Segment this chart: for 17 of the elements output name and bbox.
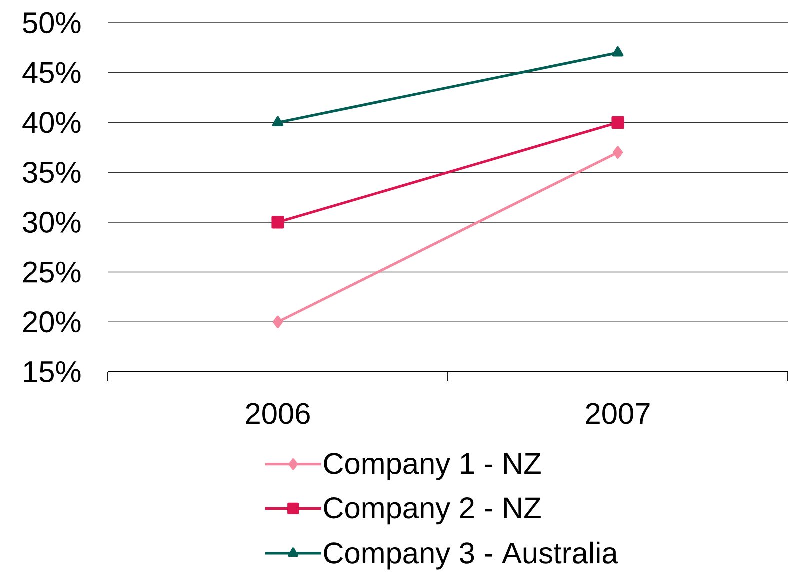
y-tick-label: 30%: [23, 212, 81, 234]
y-tick-label: 45%: [22, 62, 81, 84]
point: [272, 216, 284, 229]
y-tick-label: 35%: [23, 162, 81, 184]
x-tick-label: 2007: [586, 403, 650, 424]
point: [272, 316, 284, 328]
y-tick-label: 50%: [23, 12, 81, 34]
point: [612, 146, 624, 159]
y-tick-label: 40%: [22, 112, 81, 134]
y-tick-label: 15%: [24, 361, 81, 383]
legend-label: Company 1 - NZ: [324, 453, 541, 480]
point: [612, 116, 624, 130]
y-tick-label: 20%: [23, 312, 81, 333]
legend-label: Company 2 - NZ: [324, 498, 541, 525]
y-tick-label: 25%: [23, 262, 81, 283]
legend-label: Company 3 - Australia: [324, 542, 618, 570]
x-tick-label: 2006: [246, 403, 310, 424]
